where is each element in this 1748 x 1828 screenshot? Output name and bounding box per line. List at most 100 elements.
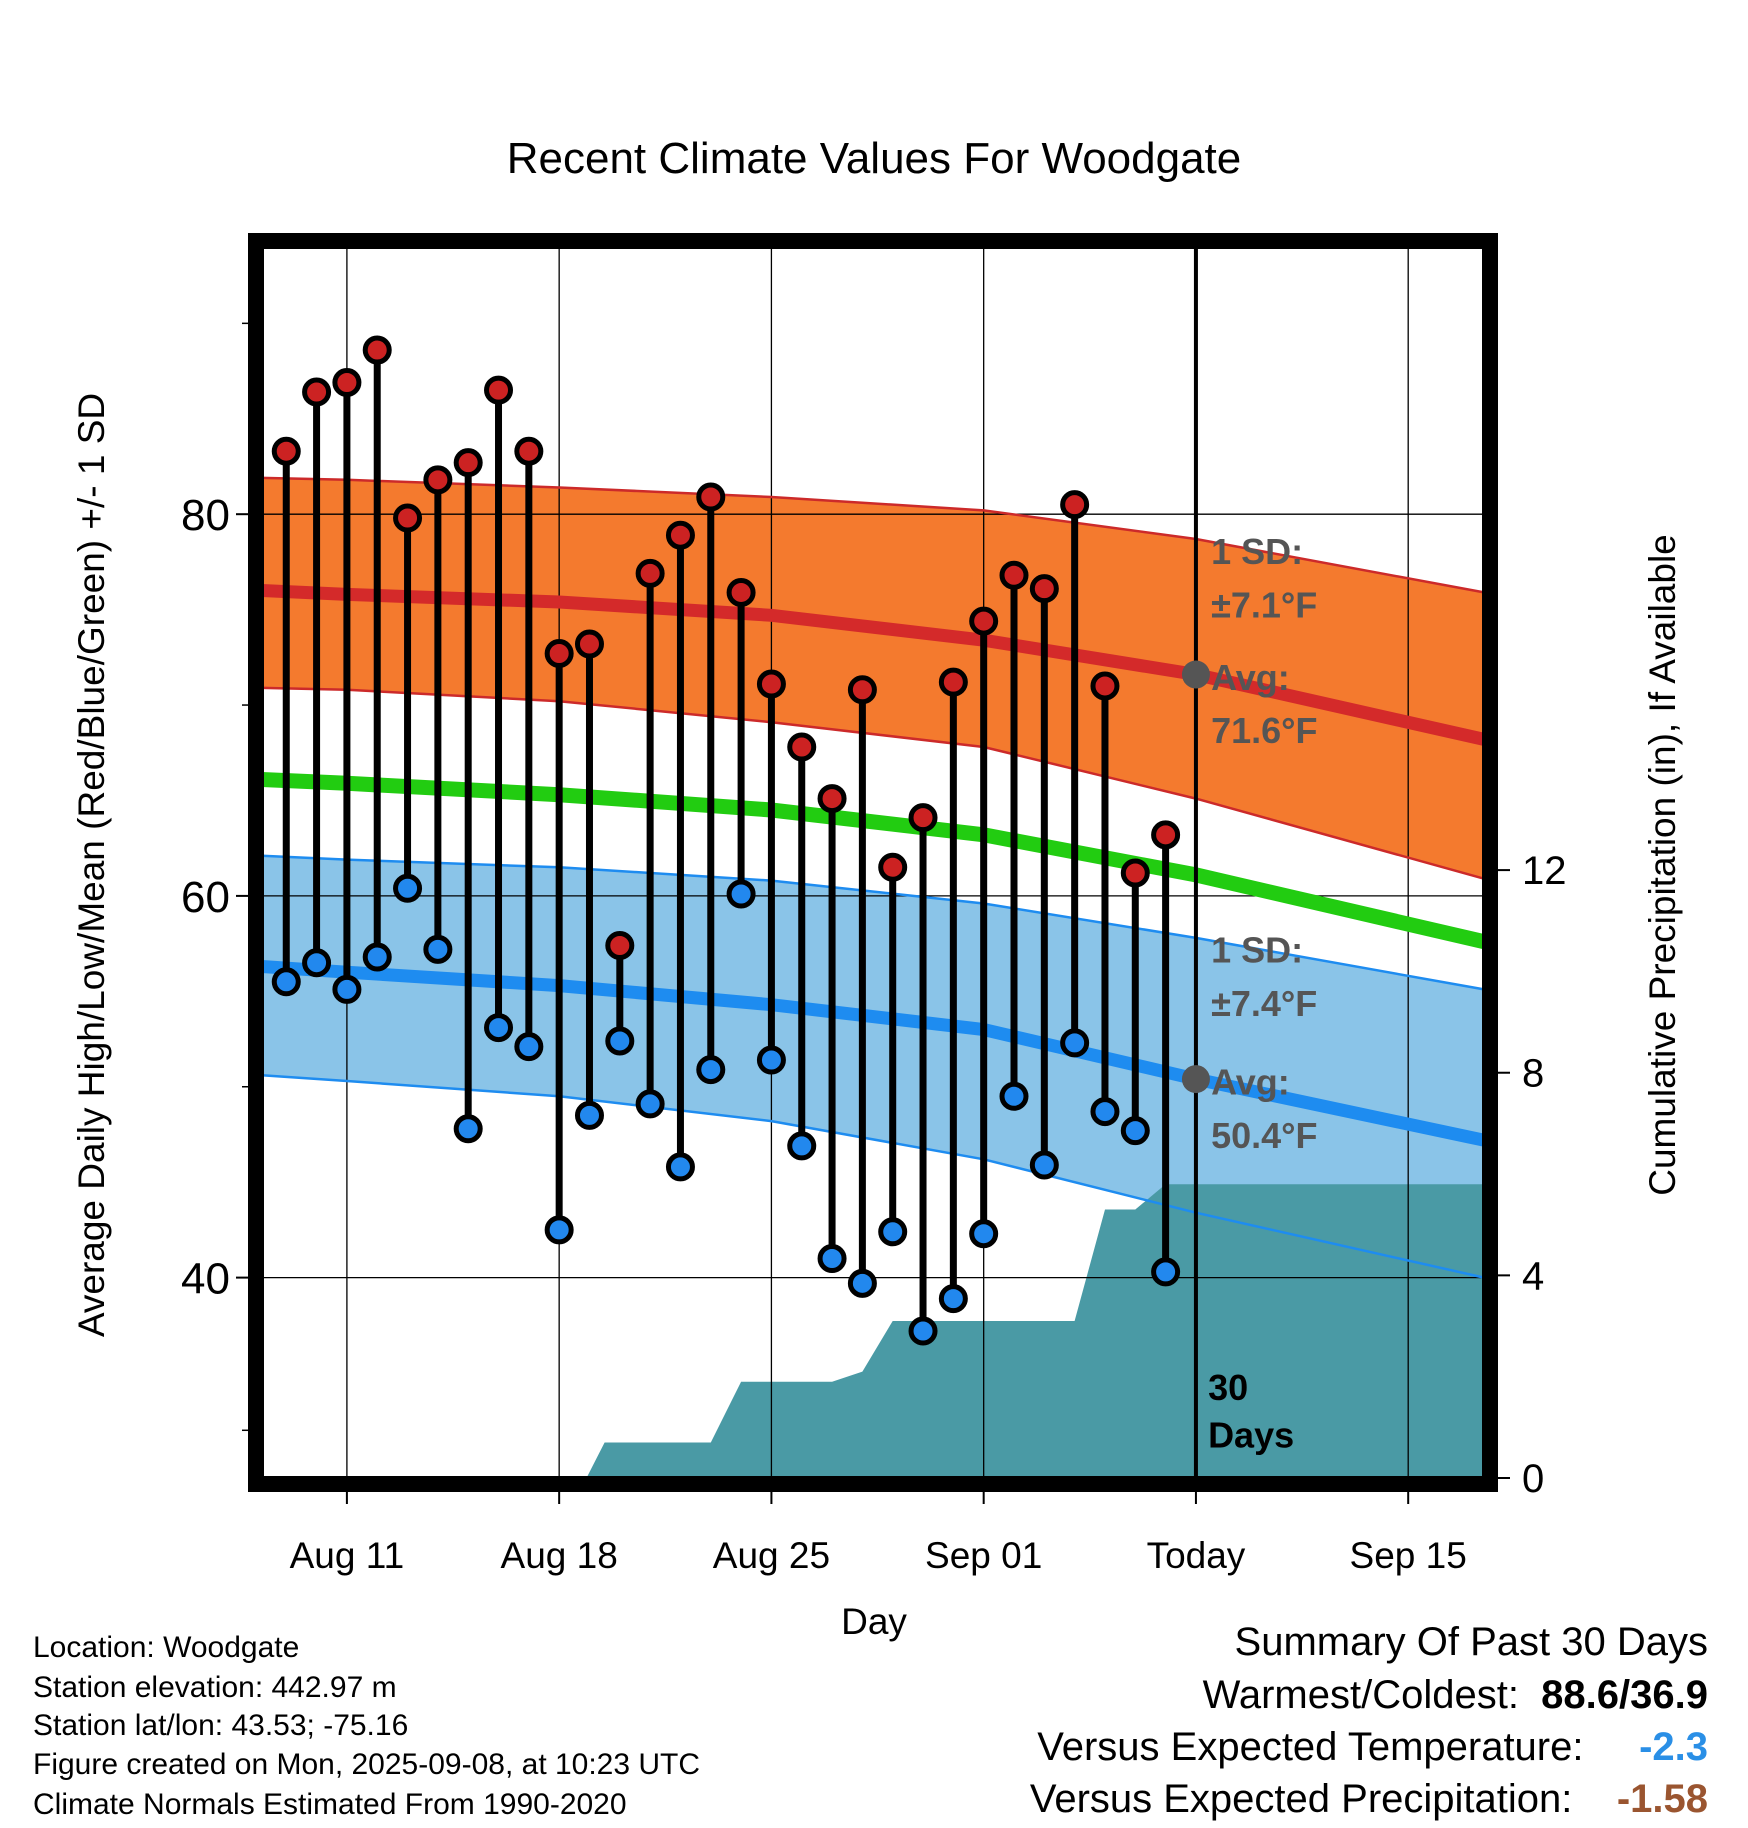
daily-low-marker xyxy=(1151,1257,1181,1287)
chart-annotation: Days xyxy=(1208,1414,1294,1455)
daily-low-marker xyxy=(544,1215,574,1245)
daily-high-marker xyxy=(393,503,423,533)
x-tick-label: Aug 11 xyxy=(290,1535,405,1576)
chart-annotation: Avg: xyxy=(1211,1061,1290,1102)
daily-low-marker xyxy=(514,1032,544,1062)
precip-vs-expected-label: Versus Expected Precipitation: xyxy=(1029,1777,1573,1821)
y-tick-label: 40 xyxy=(181,1255,230,1304)
daily-high-marker xyxy=(484,375,514,405)
location-text: Location: Woodgate xyxy=(33,1631,300,1664)
daily-high-marker xyxy=(453,448,483,478)
daily-low-marker xyxy=(665,1152,695,1182)
daily-high-marker xyxy=(665,520,695,550)
x-tick-label: Sep 15 xyxy=(1350,1535,1467,1576)
daily-low-marker xyxy=(484,1013,514,1043)
chart-annotation: 1 SD: xyxy=(1211,930,1303,971)
precip-vs-expected-value: -1.58 xyxy=(1616,1777,1708,1821)
daily-high-marker xyxy=(847,675,877,705)
summary-warmest-row: Warmest/Coldest: 88.6/36.9 xyxy=(1203,1675,1708,1715)
y-tick-label: 80 xyxy=(181,491,230,540)
daily-high-marker xyxy=(726,577,756,607)
y2-tick-label: 8 xyxy=(1522,1052,1544,1096)
daily-high-marker xyxy=(969,606,999,636)
y-axis-label: Average Daily High/Low/Mean (Red/Blue/Gr… xyxy=(71,393,112,1337)
x-tick-label: Today xyxy=(1147,1535,1246,1576)
daily-high-marker xyxy=(908,803,938,833)
right-axis: 0 4 8 12 xyxy=(1496,849,1567,1501)
daily-low-marker xyxy=(878,1217,908,1247)
daily-low-marker xyxy=(1090,1097,1120,1127)
daily-low-marker xyxy=(817,1244,847,1274)
x-tick-label: Sep 01 xyxy=(925,1535,1042,1576)
daily-low-marker xyxy=(847,1268,877,1298)
daily-high-marker xyxy=(362,335,392,365)
daily-low-marker xyxy=(271,967,301,997)
daily-high-marker xyxy=(423,465,453,495)
y2-tick-label: 0 xyxy=(1522,1457,1544,1501)
daily-high-marker xyxy=(878,852,908,882)
daily-low-marker xyxy=(1029,1150,1059,1180)
daily-high-marker xyxy=(1151,820,1181,850)
chart-annotation: ±7.4°F xyxy=(1211,983,1317,1024)
daily-low-marker xyxy=(726,879,756,909)
daily-low-marker xyxy=(756,1045,786,1075)
chart-annotation: 71.6°F xyxy=(1211,710,1317,751)
daily-low-marker xyxy=(969,1219,999,1249)
daily-high-marker xyxy=(1060,490,1090,520)
chart-annotation: 30 xyxy=(1208,1367,1248,1408)
daily-high-marker xyxy=(544,639,574,669)
daily-low-marker xyxy=(1120,1116,1150,1146)
daily-high-marker xyxy=(332,368,362,398)
warmest-label: Warmest/Coldest: xyxy=(1202,1673,1519,1717)
daily-low-marker xyxy=(696,1055,726,1085)
normals-text: Climate Normals Estimated From 1990-2020 xyxy=(33,1788,627,1821)
chart-annotation: 50.4°F xyxy=(1211,1115,1317,1156)
daily-low-marker xyxy=(635,1089,665,1119)
daily-high-marker xyxy=(1090,671,1120,701)
low-average-dot xyxy=(1181,1065,1210,1094)
low-sd-band xyxy=(262,855,1484,1278)
daily-low-marker xyxy=(453,1114,483,1144)
daily-high-marker xyxy=(1029,574,1059,604)
daily-high-marker xyxy=(696,482,726,512)
daily-low-marker xyxy=(332,974,362,1004)
high-sd-band xyxy=(262,477,1484,879)
daily-low-marker xyxy=(574,1100,604,1130)
daily-low-marker xyxy=(787,1131,817,1161)
daily-stems xyxy=(282,350,1170,1332)
temp-vs-expected-label: Versus Expected Temperature: xyxy=(1037,1725,1584,1769)
daily-low-marker xyxy=(1060,1028,1090,1058)
y2-tick-label: 12 xyxy=(1522,849,1567,893)
daily-low-marker xyxy=(423,934,453,964)
daily-high-marker xyxy=(574,629,604,659)
elevation-text: Station elevation: 442.97 m xyxy=(33,1671,397,1704)
daily-high-marker xyxy=(938,667,968,697)
daily-low-marker xyxy=(999,1081,1029,1111)
daily-high-marker xyxy=(1120,858,1150,888)
x-axis-label: Day xyxy=(841,1601,907,1642)
daily-high-marker xyxy=(302,377,332,407)
x-tick-label: Aug 25 xyxy=(713,1535,830,1576)
left-axis: 40 60 80 xyxy=(181,322,250,1432)
daily-high-marker xyxy=(756,669,786,699)
warmest-value: 88.6/36.9 xyxy=(1541,1673,1708,1717)
daily-low-marker xyxy=(393,873,423,903)
chart-annotation: Avg: xyxy=(1211,657,1290,698)
daily-high-marker xyxy=(271,436,301,466)
daily-high-marker xyxy=(605,931,635,961)
daily-low-marker xyxy=(302,948,332,978)
daily-high-marker xyxy=(999,560,1029,590)
daily-high-marker xyxy=(635,558,665,588)
daily-high-marker xyxy=(514,436,544,466)
latlon-text: Station lat/lon: 43.53; -75.16 xyxy=(33,1709,409,1742)
summary-precip-row: Versus Expected Precipitation: -1.58 xyxy=(1030,1779,1708,1819)
y2-axis-label: Cumulative Precipitation (in), If Availa… xyxy=(1642,534,1683,1196)
chart-annotation: 1 SD: xyxy=(1211,531,1303,572)
precipitation-area xyxy=(586,1184,1484,1478)
summary-temp-row: Versus Expected Temperature: -2.3 xyxy=(1037,1727,1708,1767)
high-average-dot xyxy=(1181,660,1210,689)
chart-title: Recent Climate Values For Woodgate xyxy=(507,134,1242,183)
chart-annotation: ±7.1°F xyxy=(1211,584,1317,625)
daily-low-marker xyxy=(908,1316,938,1346)
